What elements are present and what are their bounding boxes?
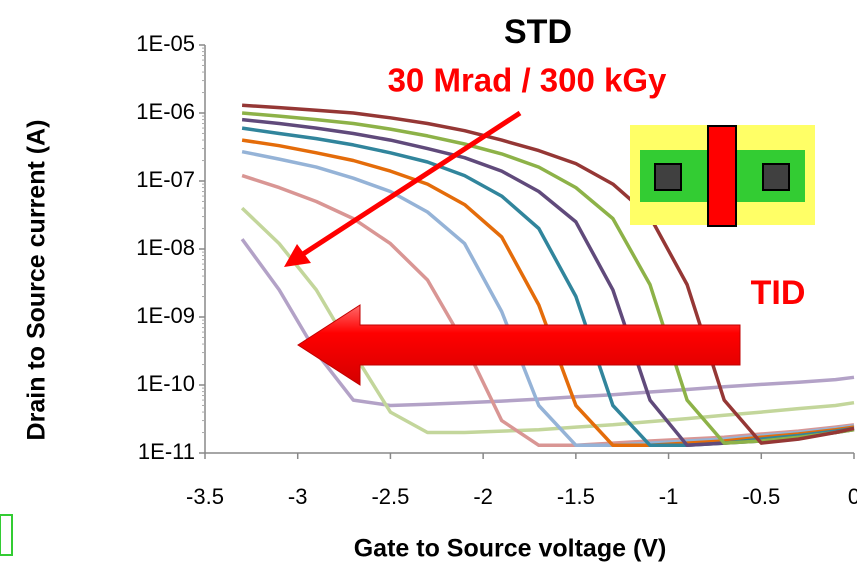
series-line <box>241 103 855 445</box>
y-tick-label: 1E-06 <box>136 99 195 124</box>
pointer-arrow <box>284 110 522 267</box>
x-tick-label: -2.5 <box>371 484 409 509</box>
y-tick-label: 1E-05 <box>136 31 195 56</box>
series-line <box>240 238 855 408</box>
x-tick-label: -1 <box>659 484 679 509</box>
tid-arrow <box>297 304 741 386</box>
y-tick-label: 1E-07 <box>136 167 195 192</box>
x-tick-label: -3 <box>288 484 308 509</box>
y-tick-label: 1E-08 <box>136 235 195 260</box>
x-tick-label: 0 <box>848 484 857 509</box>
y-tick-label: 1E-11 <box>138 439 195 464</box>
series-line <box>241 111 855 445</box>
annotation: STD <box>504 13 572 51</box>
y-axis-title: Drain to Source current (A) <box>23 120 51 441</box>
x-tick-label: -2 <box>473 484 493 509</box>
edge-mark <box>0 514 13 556</box>
series-line <box>241 126 855 448</box>
annotation: TID <box>751 274 806 312</box>
x-tick-label: -1.5 <box>557 484 595 509</box>
x-axis-title: Gate to Source voltage (V) <box>354 535 667 563</box>
transistor-icon <box>630 125 815 227</box>
x-tick-label: -3.5 <box>186 484 224 509</box>
y-tick-label: 1E-09 <box>136 303 195 328</box>
y-tick-label: 1E-10 <box>136 371 195 396</box>
x-tick-label: -0.5 <box>742 484 780 509</box>
annotation: 30 Mrad / 300 kGy <box>388 62 667 99</box>
